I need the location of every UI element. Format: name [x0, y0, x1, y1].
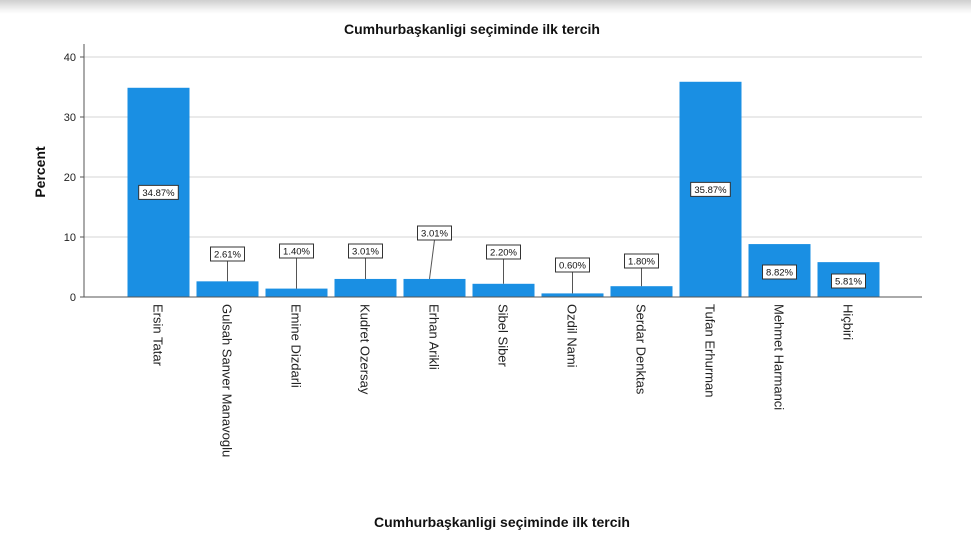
- data-label-box: [762, 264, 797, 280]
- chart-title: Cumhurbaşkanligi seçiminde ilk tercih: [344, 21, 600, 37]
- bar: [610, 286, 673, 297]
- data-label-box: [624, 253, 659, 269]
- category-label: Kudret Ozersay: [358, 304, 373, 395]
- category-label: Sibel Siber: [496, 304, 511, 368]
- category-label: Hiçbiri: [841, 304, 856, 340]
- data-labels: 34.87% 2.61% 1.40% 3.01% 3.01% 2.20% 0.60% 1.80…: [138, 181, 866, 294]
- category-label: Tufan Erhurman: [703, 304, 718, 397]
- y-tick-label: 10: [64, 232, 76, 244]
- data-label: 2.61%: [214, 250, 241, 261]
- data-label: 0.60%: [559, 261, 586, 272]
- data-label-box: [138, 184, 179, 200]
- bar: [472, 283, 535, 297]
- data-label: 3.01%: [352, 247, 379, 258]
- bar: [265, 288, 328, 297]
- data-label-leader: [429, 239, 435, 280]
- data-label-box: [831, 273, 866, 289]
- category-label: Mehmet Harmanci: [772, 304, 787, 410]
- data-label-box: [417, 225, 452, 241]
- bar: [196, 281, 259, 297]
- data-label: 5.81%: [835, 277, 862, 288]
- x-axis-title: Cumhurbaşkanligi seçiminde ilk tercih: [374, 514, 630, 530]
- data-label-box: [555, 257, 590, 273]
- data-label-box: [210, 246, 245, 262]
- category-label: Emine Dizdarli: [289, 304, 304, 388]
- data-label-box: [279, 243, 314, 259]
- y-tick-label: 0: [70, 292, 76, 304]
- bar: [334, 278, 397, 297]
- y-tick-label: 40: [64, 52, 76, 64]
- data-label-box: [690, 181, 731, 197]
- data-label: 1.80%: [628, 257, 655, 268]
- data-label: 1.40%: [283, 247, 310, 258]
- bars: [127, 81, 880, 297]
- bar: [541, 293, 604, 297]
- category-label: Gulsah Sanver Manavoglu: [220, 304, 235, 457]
- data-label-box: [348, 243, 383, 259]
- y-tick-labels: 0 10 20 30 40: [64, 52, 84, 304]
- category-labels: Ersin Tatar Gulsah Sanver Manavoglu Emine …: [151, 304, 856, 457]
- category-label: Serdar Denktas: [634, 304, 649, 395]
- data-label: 34.87%: [142, 188, 175, 199]
- y-tick-label: 20: [64, 172, 76, 184]
- window-top-edge: [0, 0, 971, 14]
- gridlines: [84, 56, 922, 238]
- y-tick-label: 30: [64, 112, 76, 124]
- y-axis-title: Percent: [32, 146, 48, 198]
- data-label-box: [486, 244, 521, 260]
- data-label: 2.20%: [490, 248, 517, 259]
- data-label: 35.87%: [694, 185, 727, 196]
- category-label: Ersin Tatar: [151, 304, 166, 367]
- data-label: 3.01%: [421, 229, 448, 240]
- data-label: 8.82%: [766, 268, 793, 279]
- category-label: Erhan Arikli: [427, 304, 442, 370]
- category-label: Ozdil Nami: [565, 304, 580, 368]
- bar: [403, 278, 466, 297]
- axes: [83, 44, 922, 298]
